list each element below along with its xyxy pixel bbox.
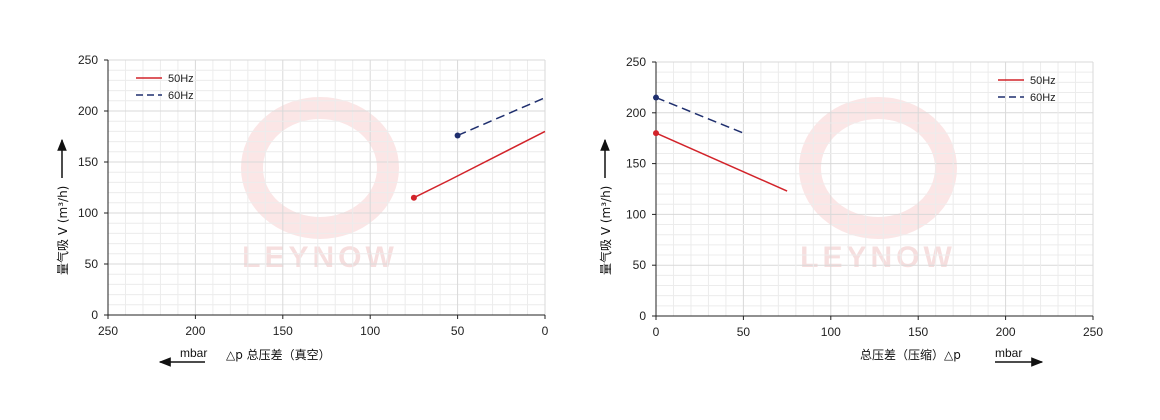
y-tick-label: 200 xyxy=(78,104,98,118)
series-lines xyxy=(653,94,788,192)
x-tick-label: 100 xyxy=(821,325,841,339)
y-tick-label: 0 xyxy=(91,308,98,322)
axes xyxy=(652,61,1094,320)
grid xyxy=(655,61,1094,317)
y-tick-label: 150 xyxy=(626,157,646,171)
series-endpoint-50hz xyxy=(410,194,417,201)
series-line-60hz xyxy=(655,96,744,134)
y-tick-labels: 0 50 100 150 200 250 xyxy=(78,53,98,322)
series-line-60hz xyxy=(457,97,546,137)
x-tick-label: 200 xyxy=(996,325,1016,339)
x-axis-label: 总压差（压缩）△p xyxy=(860,347,961,362)
series-lines xyxy=(410,97,546,201)
axes xyxy=(104,59,546,319)
x-tick-label: 200 xyxy=(185,324,205,338)
x-tick-label: 0 xyxy=(542,324,549,338)
legend: 50Hz 60Hz xyxy=(136,73,194,102)
y-axis-label: 量气吸 V (m³/h) xyxy=(598,186,613,275)
x-tick-label: 0 xyxy=(653,325,660,339)
y-tick-label: 250 xyxy=(626,55,646,69)
series-line-50hz xyxy=(413,130,546,199)
y-tick-label: 0 xyxy=(639,309,646,323)
x-axis-unit: mbar xyxy=(995,346,1022,360)
legend-label-60hz: 60Hz xyxy=(168,90,194,102)
y-tick-label: 150 xyxy=(78,155,98,169)
series-endpoint-60hz xyxy=(454,132,461,139)
x-axis-unit: mbar xyxy=(180,346,207,360)
legend-label-50hz: 50Hz xyxy=(1030,75,1056,87)
y-tick-labels: 0 50 100 150 200 250 xyxy=(626,55,646,323)
legend-label-60hz: 60Hz xyxy=(1030,92,1056,104)
legend: 50Hz 60Hz xyxy=(998,75,1056,104)
series-endpoint-50hz xyxy=(653,130,659,137)
x-axis-label: △p 总压差（真空） xyxy=(226,348,331,362)
y-tick-label: 50 xyxy=(633,258,647,272)
x-tick-labels: 250 200 150 100 50 0 xyxy=(98,324,549,338)
x-tick-label: 250 xyxy=(98,324,118,338)
y-axis-label: 量气吸 V (m³/h) xyxy=(55,186,70,275)
x-tick-label: 250 xyxy=(1083,325,1103,339)
watermark-logo: LEYNOW xyxy=(799,97,957,274)
y-tick-label: 200 xyxy=(626,106,646,120)
series-line-50hz xyxy=(655,132,788,192)
x-tick-label: 150 xyxy=(908,325,928,339)
x-tick-label: 50 xyxy=(451,324,465,338)
watermark-text: LEYNOW xyxy=(800,241,956,274)
compression-chart: LEYNOW 0 50 100 150 200 250 0 50 100 150 200 250 5… xyxy=(598,55,1104,367)
legend-label-50hz: 50Hz xyxy=(168,73,194,85)
y-tick-label: 50 xyxy=(85,257,99,271)
y-tick-label: 250 xyxy=(78,53,98,67)
y-tick-label: 100 xyxy=(78,206,98,220)
series-endpoint-60hz xyxy=(653,94,659,101)
x-tick-label: 50 xyxy=(737,325,751,339)
y-tick-label: 100 xyxy=(626,207,646,221)
x-tick-labels: 0 50 100 150 200 250 xyxy=(653,325,1104,339)
x-tick-label: 100 xyxy=(360,324,380,338)
x-tick-label: 150 xyxy=(273,324,293,338)
